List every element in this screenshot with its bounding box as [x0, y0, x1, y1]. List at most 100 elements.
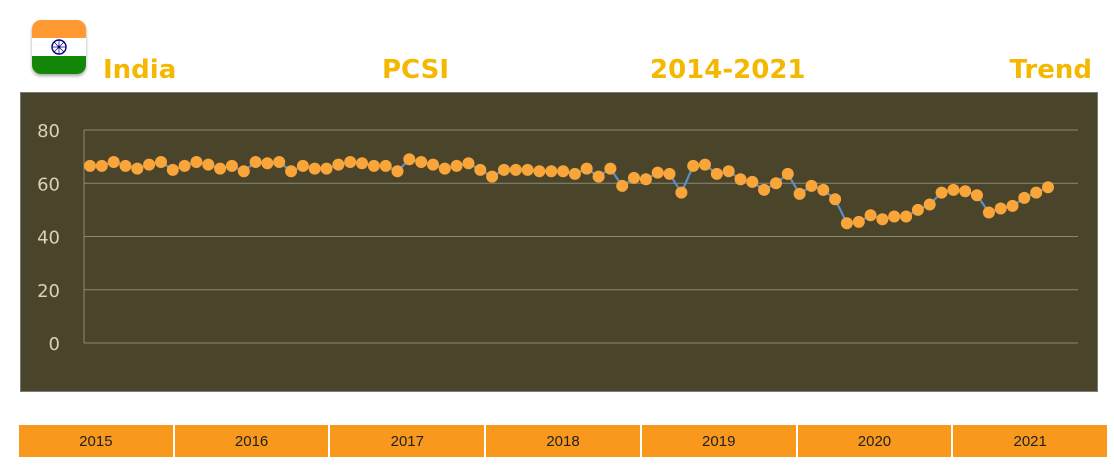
- data-point: [557, 165, 570, 178]
- data-point: [202, 158, 215, 171]
- year-label: 2015: [18, 424, 174, 458]
- title-trend: Trend: [1009, 55, 1092, 85]
- y-tick-label: 80: [37, 121, 60, 142]
- data-point: [746, 175, 759, 188]
- year-label: 2017: [329, 424, 486, 458]
- data-point: [308, 162, 321, 175]
- data-point: [781, 167, 794, 180]
- data-point: [971, 189, 983, 202]
- data-point: [616, 179, 629, 192]
- india-flag-icon: [32, 20, 86, 74]
- flag-saffron-band: [32, 20, 86, 38]
- data-point: [296, 159, 309, 172]
- data-point: [474, 163, 487, 176]
- data-point: [320, 162, 333, 175]
- data-point: [190, 156, 203, 168]
- data-point: [876, 213, 889, 226]
- data-point: [214, 162, 227, 175]
- data-point: [1006, 199, 1019, 212]
- data-point: [639, 173, 652, 186]
- data-point: [84, 159, 96, 172]
- data-point: [758, 183, 771, 196]
- data-point: [604, 162, 617, 175]
- data-point: [793, 187, 806, 200]
- flag-green-band: [32, 56, 86, 74]
- data-point: [178, 159, 191, 172]
- data-point: [155, 156, 167, 168]
- data-point: [722, 165, 735, 178]
- year-label: 2018: [485, 424, 641, 458]
- data-point: [344, 156, 357, 168]
- ashoka-chakra-icon: [51, 39, 67, 55]
- title-country: India: [103, 55, 177, 85]
- data-point: [367, 159, 380, 172]
- data-point: [699, 158, 711, 171]
- year-axis-bar: 2015 2016 2017 2018 2019 2020 2021: [18, 424, 1109, 458]
- data-point: [415, 156, 428, 168]
- data-point: [817, 183, 830, 196]
- data-point: [107, 156, 120, 168]
- y-tick-label: 20: [37, 281, 60, 302]
- year-label: 2019: [640, 424, 797, 458]
- data-point: [379, 159, 392, 172]
- series-line: [90, 158, 1049, 225]
- data-point: [864, 209, 877, 222]
- data-point: [143, 158, 156, 171]
- y-tick-label: 60: [37, 174, 60, 195]
- data-point: [959, 185, 972, 198]
- data-point: [852, 215, 865, 228]
- data-point: [119, 159, 132, 172]
- data-point: [663, 167, 676, 180]
- data-point: [249, 156, 262, 168]
- title-period: 2014-2021: [650, 55, 806, 85]
- year-label: 2021: [952, 424, 1109, 458]
- data-point: [734, 173, 747, 186]
- data-point: [923, 198, 936, 211]
- data-point: [1030, 186, 1043, 199]
- data-point: [900, 210, 913, 223]
- data-point: [462, 157, 475, 170]
- data-point: [533, 165, 546, 178]
- data-point: [521, 163, 534, 176]
- data-point: [166, 163, 179, 176]
- data-point: [261, 157, 274, 170]
- data-point: [1018, 191, 1031, 204]
- data-point: [95, 159, 108, 172]
- data-point: [580, 162, 593, 175]
- data-point: [829, 193, 842, 206]
- data-point: [498, 163, 510, 176]
- data-point: [237, 165, 250, 178]
- data-point: [675, 186, 688, 199]
- data-point: [592, 170, 605, 183]
- data-point: [982, 206, 995, 219]
- data-point: [935, 186, 948, 199]
- data-point: [509, 163, 522, 176]
- data-point: [994, 202, 1007, 215]
- data-point: [273, 156, 286, 168]
- data-point: [486, 170, 499, 183]
- data-point: [947, 183, 960, 196]
- data-point: [770, 177, 782, 190]
- data-point: [1042, 181, 1054, 194]
- data-point: [450, 159, 463, 172]
- data-point: [545, 165, 558, 178]
- data-point: [805, 179, 818, 192]
- data-point: [888, 210, 901, 223]
- y-tick-label: 0: [49, 334, 60, 355]
- data-point: [651, 166, 664, 179]
- data-point: [285, 165, 298, 178]
- data-point: [427, 158, 439, 171]
- data-point: [131, 162, 144, 175]
- chart-plot-area: [20, 92, 1098, 392]
- data-point: [628, 171, 640, 184]
- data-point: [356, 157, 368, 170]
- data-point: [710, 167, 723, 180]
- data-point: [332, 158, 345, 171]
- data-point: [438, 162, 451, 175]
- y-tick-label: 40: [37, 228, 60, 249]
- data-point: [403, 153, 416, 166]
- data-point: [840, 217, 853, 230]
- data-point: [391, 165, 404, 178]
- title-index: PCSI: [382, 55, 450, 85]
